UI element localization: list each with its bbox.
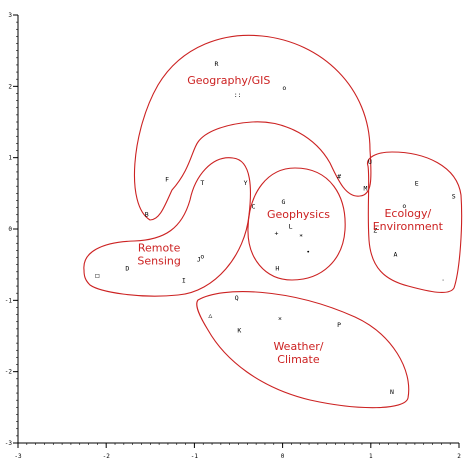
y-tick-label: 2 (8, 83, 12, 90)
region-labels: Geography/GIS Geophysics Ecology/Environme… (137, 74, 443, 366)
x-tick-label: -1 (191, 453, 199, 460)
x-tick-label: 0 (281, 453, 285, 460)
x-tick-label: 1 (369, 453, 373, 460)
y-tick-label: 0 (8, 226, 12, 233)
data-point: S (452, 192, 456, 200)
data-point: R (214, 60, 218, 68)
data-point: F (165, 175, 169, 183)
data-point: J (197, 255, 201, 263)
data-point: T (200, 179, 204, 187)
data-point: H (275, 265, 279, 273)
data-point: P (337, 321, 341, 329)
data-point: × (278, 314, 282, 322)
region-label: Ecology/Environment (373, 207, 444, 233)
y-tick-label: 3 (8, 12, 12, 19)
data-point: o (200, 252, 204, 260)
region-outline-ecology-environment (366, 151, 463, 294)
region-outline-geography-gis (134, 34, 372, 221)
region-label: Geophysics (267, 208, 330, 221)
x-tick-label: -2 (103, 453, 111, 460)
x-tick-label: 2 (457, 453, 461, 460)
data-point: * (299, 232, 303, 240)
data-point: U (368, 158, 372, 166)
data-point: + (274, 230, 278, 238)
data-point: B (145, 210, 149, 218)
data-point: C (252, 202, 256, 210)
y-tick-label: -2 (5, 369, 13, 376)
data-point: Q (235, 294, 239, 302)
region-outline-geophysics (247, 167, 346, 281)
y-tick-label: -1 (5, 297, 13, 304)
region-label: Remote Sensing (137, 241, 180, 267)
data-point: G (282, 198, 286, 206)
data-point: △ (208, 312, 212, 320)
region-label: Weather/Climate (273, 340, 323, 366)
y-tick-label: 1 (8, 155, 12, 162)
region-label: Geography/GIS (187, 74, 270, 87)
region-outline-weather-climate (196, 291, 410, 409)
y-tick-label: -3 (5, 440, 13, 447)
axes: -3 -2 -1 0 1 2 3 2 1 0 -1 -2 -3 (5, 12, 461, 460)
data-point: K (237, 327, 241, 335)
data-point: E (415, 180, 419, 188)
x-tick-label: -3 (14, 453, 22, 460)
data-point: • (306, 248, 310, 256)
data-point: # (337, 173, 341, 181)
data-point: o (282, 84, 286, 92)
region-outline-remote-sensing (83, 157, 251, 297)
data-point: :: (234, 91, 242, 99)
data-point: Z (373, 227, 377, 235)
data-point: . (441, 275, 445, 283)
data-point: Y (244, 179, 248, 187)
data-point: I (182, 277, 186, 285)
data-point: D (125, 265, 129, 273)
region-outlines (83, 34, 463, 409)
data-point: A (394, 250, 398, 258)
data-point: o (402, 202, 406, 210)
data-point: L (289, 222, 293, 230)
data-point: N (390, 388, 394, 396)
data-point: M (364, 185, 368, 193)
data-point: □ (95, 272, 99, 280)
